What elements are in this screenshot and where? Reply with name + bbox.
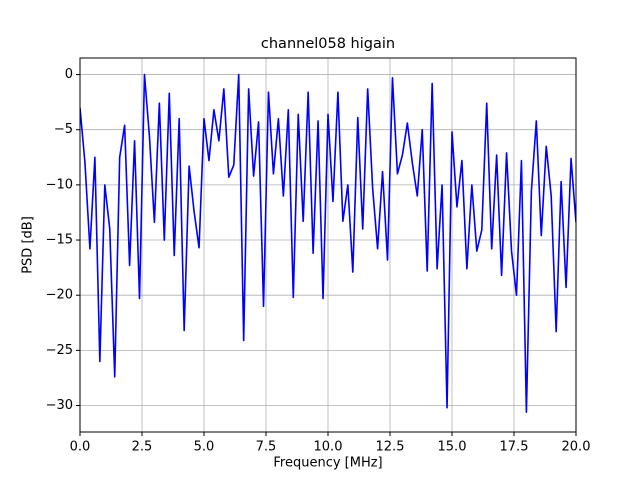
- x-tick-label: 0.0: [70, 440, 91, 455]
- y-tick-label: −5: [54, 122, 73, 137]
- chart-title: channel058 higain: [261, 36, 395, 52]
- plot-frame: [79, 57, 577, 433]
- y-tick-label: −10: [46, 177, 73, 192]
- data-line: [80, 73, 576, 413]
- y-tick-label: −15: [46, 233, 73, 248]
- y-tick-label: −30: [46, 398, 73, 413]
- y-tick-label: −25: [46, 343, 73, 358]
- x-tick-label: 17.5: [500, 440, 529, 455]
- x-axis-label: Frequency [MHz]: [273, 456, 382, 471]
- x-tick-label: 10.0: [314, 440, 343, 455]
- x-tick-label: 20.0: [562, 440, 591, 455]
- y-axis-label: PSD [dB]: [21, 216, 36, 274]
- x-tick-label: 12.5: [376, 440, 405, 455]
- y-tick-label: 0: [65, 67, 73, 82]
- y-tick-label: −20: [46, 288, 73, 303]
- x-tick-label: 2.5: [132, 440, 153, 455]
- x-tick-label: 15.0: [438, 440, 467, 455]
- x-tick-label: 7.5: [256, 440, 277, 455]
- x-tick-label: 5.0: [194, 440, 215, 455]
